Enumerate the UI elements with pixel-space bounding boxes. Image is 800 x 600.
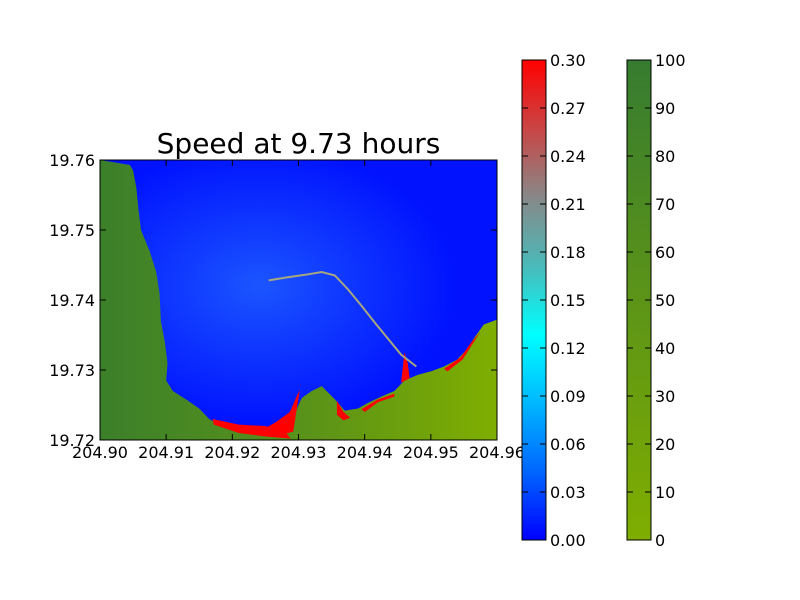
y-tick-label: 19.75	[49, 221, 95, 240]
high-speed-zone	[401, 352, 410, 383]
x-tick-label: 204.95	[403, 443, 459, 462]
depth-colorbar-tick-label: 50	[655, 291, 675, 310]
speed-colorbar-tick-label: 0.30	[550, 51, 586, 70]
depth-colorbar-tick-label: 100	[655, 51, 686, 70]
speed-colorbar-tick-label: 0.09	[550, 387, 586, 406]
speed-colorbar-tick-label: 0.21	[550, 195, 586, 214]
x-tick-label: 204.92	[204, 443, 260, 462]
breakwater	[268, 270, 417, 368]
depth-colorbar-tick-label: 90	[655, 99, 675, 118]
x-tick-label: 204.93	[271, 443, 327, 462]
x-tick-label: 204.94	[337, 443, 393, 462]
x-tick-label: 204.91	[138, 443, 194, 462]
depth-colorbar-tick-label: 80	[655, 147, 675, 166]
map-plot-area	[100, 160, 497, 440]
x-tick-label: 204.96	[469, 443, 525, 462]
land-mass	[100, 160, 497, 440]
speed-colorbar-tick-label: 0.27	[550, 99, 586, 118]
depth-colorbar-tick-label: 10	[655, 483, 675, 502]
chart-title: Speed at 9.73 hours	[157, 127, 441, 160]
high-speed-zone	[336, 400, 351, 421]
y-tick-label: 19.76	[49, 151, 95, 170]
depth-colorbar-tick-label: 40	[655, 339, 675, 358]
speed-colorbar-tick-label: 0.12	[550, 339, 586, 358]
speed-colorbar-tick-label: 0.15	[550, 291, 586, 310]
depth-colorbar-tick-label: 70	[655, 195, 675, 214]
high-speed-zone	[444, 331, 481, 372]
high-speed-zone	[258, 389, 300, 437]
depth-colorbar-tick-label: 20	[655, 435, 675, 454]
y-tick-label: 19.72	[49, 431, 95, 450]
x-tick-label: 204.90	[72, 443, 128, 462]
speed-colorbar-tick-label: 0.06	[550, 435, 586, 454]
speed-colorbar-tick-label: 0.00	[550, 531, 586, 550]
speed-colorbar-tick-label: 0.24	[550, 147, 586, 166]
depth-colorbar-tick-label: 60	[655, 243, 675, 262]
y-tick-label: 19.74	[49, 291, 95, 310]
depth-colorbar-tick-label: 0	[655, 531, 665, 550]
speed-colorbar-tick-label: 0.03	[550, 483, 586, 502]
depth-colorbar-tick-label: 30	[655, 387, 675, 406]
speed-colorbar-tick-label: 0.18	[550, 243, 586, 262]
y-tick-label: 19.73	[49, 361, 95, 380]
high-speed-zone	[361, 393, 395, 412]
